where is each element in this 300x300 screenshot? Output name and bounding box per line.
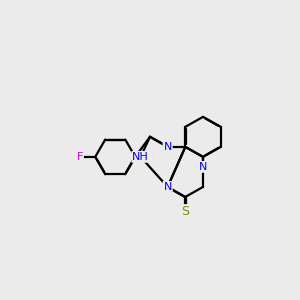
Text: N: N <box>164 182 172 192</box>
Text: N: N <box>164 142 172 152</box>
Text: S: S <box>181 205 189 218</box>
Text: NH: NH <box>132 152 149 162</box>
Text: F: F <box>76 152 83 162</box>
Text: N: N <box>199 162 207 172</box>
